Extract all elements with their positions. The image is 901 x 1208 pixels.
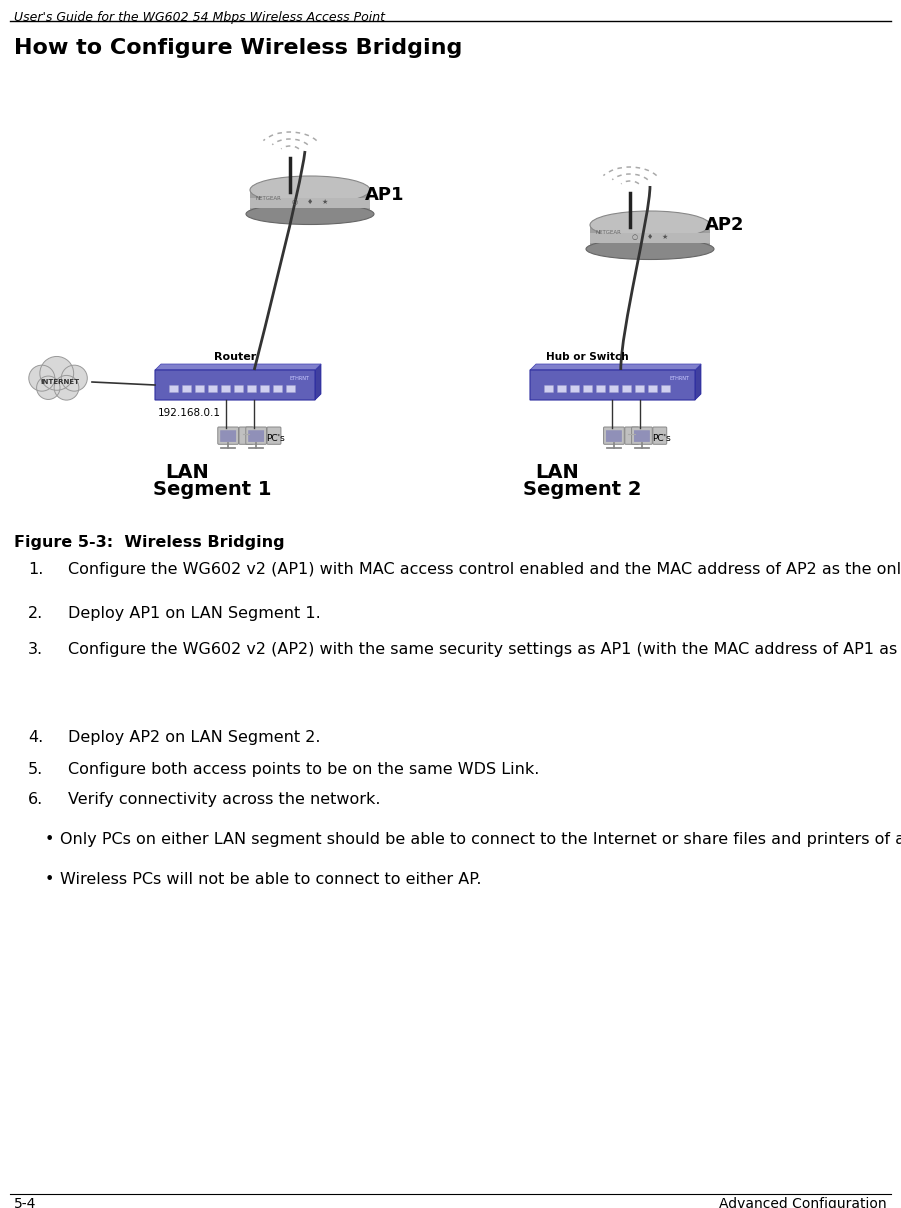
Circle shape xyxy=(37,376,60,400)
Text: Advanced Configuration: Advanced Configuration xyxy=(719,1197,887,1208)
Text: 6.: 6. xyxy=(28,792,43,807)
FancyBboxPatch shape xyxy=(169,385,178,393)
Ellipse shape xyxy=(246,203,374,225)
Polygon shape xyxy=(530,364,701,370)
Circle shape xyxy=(29,365,55,391)
FancyBboxPatch shape xyxy=(183,385,192,393)
Text: ♦: ♦ xyxy=(647,234,653,240)
Text: PC's: PC's xyxy=(266,434,285,443)
Text: How to Configure Wireless Bridging: How to Configure Wireless Bridging xyxy=(14,37,462,58)
FancyBboxPatch shape xyxy=(218,426,239,445)
Text: NETGEAR: NETGEAR xyxy=(255,196,281,201)
Ellipse shape xyxy=(586,238,714,260)
Polygon shape xyxy=(695,364,701,400)
Text: Configure the WG602 v2 (AP2) with the same security settings as AP1 (with the MA: Configure the WG602 v2 (AP2) with the sa… xyxy=(68,641,901,657)
Ellipse shape xyxy=(250,176,370,204)
FancyBboxPatch shape xyxy=(604,426,624,445)
Circle shape xyxy=(40,356,74,390)
Text: 5-4: 5-4 xyxy=(14,1197,36,1208)
Text: 1.: 1. xyxy=(28,562,43,577)
FancyBboxPatch shape xyxy=(248,385,257,393)
Circle shape xyxy=(61,365,87,391)
FancyBboxPatch shape xyxy=(649,385,658,393)
FancyBboxPatch shape xyxy=(246,426,267,445)
FancyBboxPatch shape xyxy=(274,385,283,393)
Text: LAN: LAN xyxy=(535,463,578,482)
FancyBboxPatch shape xyxy=(544,385,553,393)
Text: 3.: 3. xyxy=(28,641,43,657)
Text: Only PCs on either LAN segment should be able to connect to the Internet or shar: Only PCs on either LAN segment should be… xyxy=(60,832,901,847)
Text: ETHRNT: ETHRNT xyxy=(290,377,310,382)
FancyBboxPatch shape xyxy=(260,385,269,393)
FancyBboxPatch shape xyxy=(530,370,695,400)
FancyBboxPatch shape xyxy=(196,385,205,393)
Text: ★: ★ xyxy=(662,234,669,240)
FancyBboxPatch shape xyxy=(558,385,567,393)
Text: Wireless PCs will not be able to connect to either AP.: Wireless PCs will not be able to connect… xyxy=(60,872,481,887)
Text: •: • xyxy=(45,872,54,887)
Text: Deploy AP2 on LAN Segment 2.: Deploy AP2 on LAN Segment 2. xyxy=(68,730,321,745)
FancyBboxPatch shape xyxy=(609,385,618,393)
Text: Verify connectivity across the network.: Verify connectivity across the network. xyxy=(68,792,380,807)
Text: •: • xyxy=(45,832,54,847)
Ellipse shape xyxy=(590,211,710,239)
FancyBboxPatch shape xyxy=(155,370,315,400)
Polygon shape xyxy=(315,364,321,400)
FancyBboxPatch shape xyxy=(624,426,639,445)
FancyBboxPatch shape xyxy=(596,385,605,393)
FancyBboxPatch shape xyxy=(635,385,644,393)
Text: Segment 1: Segment 1 xyxy=(153,480,271,499)
Text: LAN: LAN xyxy=(165,463,209,482)
FancyBboxPatch shape xyxy=(590,233,710,243)
FancyBboxPatch shape xyxy=(250,190,370,214)
Text: Deploy AP1 on LAN Segment 1.: Deploy AP1 on LAN Segment 1. xyxy=(68,606,321,621)
Text: INTERNET: INTERNET xyxy=(41,379,79,385)
FancyBboxPatch shape xyxy=(267,426,281,445)
Text: 4.: 4. xyxy=(28,730,43,745)
FancyBboxPatch shape xyxy=(606,430,622,442)
Text: Configure both access points to be on the same WDS Link.: Configure both access points to be on th… xyxy=(68,762,540,777)
Text: Segment 2: Segment 2 xyxy=(523,480,642,499)
FancyBboxPatch shape xyxy=(222,385,231,393)
Text: ○: ○ xyxy=(632,234,638,240)
Text: ♦: ♦ xyxy=(307,199,314,205)
Text: ★: ★ xyxy=(322,199,328,205)
Text: ○: ○ xyxy=(292,199,298,205)
Text: 2.: 2. xyxy=(28,606,43,621)
Text: PC's: PC's xyxy=(651,434,670,443)
Text: Figure 5-3:  Wireless Bridging: Figure 5-3: Wireless Bridging xyxy=(14,535,285,550)
Text: Configure the WG602 v2 (AP1) with MAC access control enabled and the MAC address: Configure the WG602 v2 (AP1) with MAC ac… xyxy=(68,562,901,577)
Text: ETHRNT: ETHRNT xyxy=(670,377,690,382)
Text: User's Guide for the WG602 54 Mbps Wireless Access Point: User's Guide for the WG602 54 Mbps Wirel… xyxy=(14,11,385,24)
Polygon shape xyxy=(155,364,321,370)
Text: 5.: 5. xyxy=(28,762,43,777)
FancyBboxPatch shape xyxy=(250,198,370,208)
FancyBboxPatch shape xyxy=(653,426,667,445)
FancyBboxPatch shape xyxy=(632,426,652,445)
FancyBboxPatch shape xyxy=(287,385,296,393)
Text: 192.168.0.1: 192.168.0.1 xyxy=(158,408,221,418)
FancyBboxPatch shape xyxy=(570,385,579,393)
Text: Hub or Switch: Hub or Switch xyxy=(546,352,629,362)
Text: NETGEAR: NETGEAR xyxy=(595,231,621,236)
FancyBboxPatch shape xyxy=(234,385,243,393)
Text: AP1: AP1 xyxy=(365,186,405,204)
FancyBboxPatch shape xyxy=(584,385,593,393)
FancyBboxPatch shape xyxy=(590,225,710,249)
FancyBboxPatch shape xyxy=(661,385,670,393)
FancyBboxPatch shape xyxy=(208,385,217,393)
FancyBboxPatch shape xyxy=(248,430,264,442)
FancyBboxPatch shape xyxy=(239,426,253,445)
Circle shape xyxy=(54,376,79,400)
Text: Router: Router xyxy=(214,352,256,362)
FancyBboxPatch shape xyxy=(634,430,650,442)
Text: AP2: AP2 xyxy=(705,216,744,234)
FancyBboxPatch shape xyxy=(220,430,236,442)
FancyBboxPatch shape xyxy=(623,385,632,393)
